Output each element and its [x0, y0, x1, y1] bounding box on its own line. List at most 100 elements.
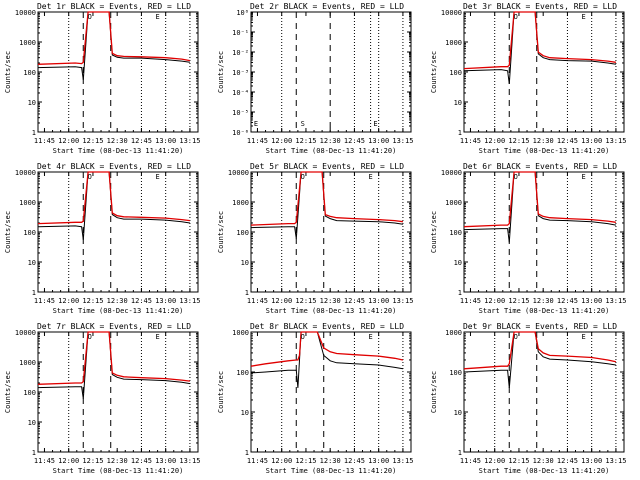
panel-title: Det 2r BLACK = Events, RED = LLD: [250, 2, 404, 11]
y-tick-label: 10000: [15, 329, 36, 337]
y-tick-label: 10: [241, 259, 249, 267]
y-tick-label: 10⁰: [236, 9, 249, 17]
panel-5: Det 5r BLACK = Events, RED = LLD 1 10 100 10…: [217, 162, 413, 315]
x-tick-label: 13:15: [605, 297, 626, 305]
plot-frame: [37, 171, 199, 293]
y-tick-label: 10000: [441, 169, 462, 177]
y-tick-label: 1: [32, 289, 36, 297]
x-tick-label: 12:45: [131, 297, 152, 305]
marker-e: E: [368, 173, 372, 181]
y-tick-label: 10000: [441, 9, 462, 17]
x-tick-label: 13:15: [179, 137, 200, 145]
panel-3: Det 3r BLACK = Events, RED = LLD 1 10 100 10…: [430, 2, 626, 155]
y-tick-label: 1000: [19, 39, 36, 47]
marker-e: E: [368, 333, 372, 341]
panel-title: Det 1r BLACK = Events, RED = LLD: [37, 2, 191, 11]
y-tick-label: 1000: [232, 199, 249, 207]
x-tick-label: 13:00: [155, 137, 176, 145]
x-tick-label: 13:15: [392, 297, 413, 305]
x-tick-label: 12:30: [107, 457, 128, 465]
plot-frame: [250, 11, 412, 133]
x-axis-label: Start Time (08-Dec-13 11:41:20): [53, 147, 184, 155]
marker-e: E: [373, 120, 377, 128]
x-tick-label: 12:30: [533, 297, 554, 305]
x-axis-label: Start Time (08-Dec-13 11:41:20): [266, 307, 397, 315]
x-tick-label: 12:15: [295, 297, 316, 305]
x-tick-label: 12:00: [271, 137, 292, 145]
y-tick-label: 1: [32, 129, 36, 137]
plot-frame: [37, 11, 199, 133]
panel-7: Det 7r BLACK = Events, RED = LLD 1 10 100 10…: [4, 322, 200, 475]
series-line-events: [250, 331, 403, 388]
plot-frame: [250, 171, 412, 293]
x-tick-label: 13:00: [581, 457, 602, 465]
y-tick-label: 10: [28, 99, 36, 107]
y-tick-label: 100: [236, 229, 249, 237]
x-tick-label: 12:00: [58, 137, 79, 145]
x-tick-label: 11:45: [247, 457, 268, 465]
x-tick-label: 11:45: [247, 137, 268, 145]
marker-circle: O: [88, 333, 92, 341]
marker-circle: O: [88, 13, 92, 21]
panel-4: Det 4r BLACK = Events, RED = LLD 1 10 100 10…: [4, 162, 200, 315]
panel-title: Det 3r BLACK = Events, RED = LLD: [463, 2, 617, 11]
x-tick-label: 12:30: [533, 137, 554, 145]
panel-6: Det 6r BLACK = Events, RED = LLD 1 10 100 10…: [430, 162, 626, 315]
y-axis-label: Counts/sec: [4, 371, 12, 413]
series-line-lld: [250, 171, 403, 226]
y-tick-label: 10000: [228, 169, 249, 177]
x-tick-label: 12:00: [58, 297, 79, 305]
x-axis-label: Start Time (08-Dec-13 11:41:20): [479, 467, 610, 475]
y-tick-label: 1000: [445, 39, 462, 47]
x-tick-label: 12:45: [344, 297, 365, 305]
x-tick-label: 12:45: [557, 137, 578, 145]
y-tick-label: 10⁻⁵: [232, 109, 249, 117]
x-tick-label: 12:30: [107, 297, 128, 305]
x-tick-label: 12:45: [344, 457, 365, 465]
series-line-lld: [37, 331, 190, 385]
panel-title: Det 7r BLACK = Events, RED = LLD: [37, 322, 191, 331]
y-tick-label: 1: [245, 289, 249, 297]
x-tick-label: 11:45: [34, 137, 55, 145]
y-tick-label: 100: [236, 369, 249, 377]
x-tick-label: 11:45: [34, 297, 55, 305]
y-axis-label: Counts/sec: [430, 211, 438, 253]
marker-e: E: [155, 173, 159, 181]
panel-8: Det 8r BLACK = Events, RED = LLD 1 10 100 10…: [217, 322, 413, 475]
y-tick-label: 10000: [15, 9, 36, 17]
x-tick-label: 12:45: [557, 297, 578, 305]
y-axis-label: Counts/sec: [4, 211, 12, 253]
y-tick-label: 1000: [445, 199, 462, 207]
marker-e: E: [581, 173, 585, 181]
marker-circle: O: [301, 333, 305, 341]
y-axis-label: Counts/sec: [217, 51, 225, 93]
x-tick-label: 12:15: [82, 297, 103, 305]
y-tick-label: 10⁻¹: [232, 29, 249, 37]
x-tick-label: 12:00: [484, 297, 505, 305]
series-line-lld: [463, 171, 616, 228]
y-tick-label: 1000: [19, 199, 36, 207]
x-tick-label: 11:45: [34, 457, 55, 465]
x-tick-label: 12:15: [82, 137, 103, 145]
x-tick-label: 12:00: [58, 457, 79, 465]
y-tick-label: 10⁻³: [232, 69, 249, 77]
x-tick-label: 12:30: [533, 457, 554, 465]
x-tick-label: 12:30: [320, 297, 341, 305]
panel-9: Det 9r BLACK = Events, RED = LLD 1 10 100 10…: [430, 322, 626, 475]
y-axis-label: Counts/sec: [430, 51, 438, 93]
y-axis-label: Counts/sec: [430, 371, 438, 413]
marker-e: E: [155, 333, 159, 341]
x-tick-label: 13:00: [581, 137, 602, 145]
x-tick-label: 11:45: [460, 137, 481, 145]
y-tick-label: 100: [23, 389, 36, 397]
x-tick-label: 13:15: [605, 457, 626, 465]
marker-e: E: [581, 333, 585, 341]
plot-frame: [250, 331, 412, 453]
y-tick-label: 1: [32, 449, 36, 457]
x-tick-label: 11:45: [247, 297, 268, 305]
series-line-events: [37, 171, 190, 240]
y-tick-label: 100: [449, 369, 462, 377]
x-tick-label: 11:45: [460, 457, 481, 465]
x-tick-label: 12:15: [508, 137, 529, 145]
